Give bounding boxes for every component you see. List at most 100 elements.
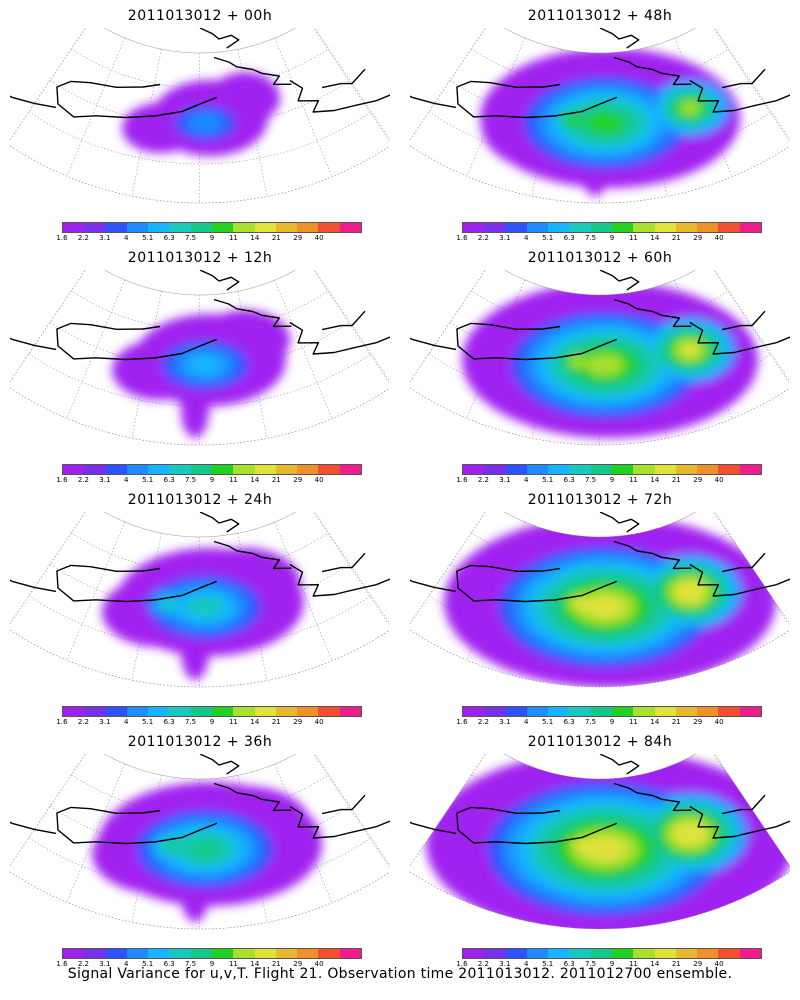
colorbar-swatch <box>718 707 740 716</box>
colorbar-label: 21 <box>671 476 681 484</box>
colorbar-label: 9 <box>609 476 615 484</box>
colorbar-label: 2.2 <box>477 718 489 726</box>
colorbar-swatch <box>169 707 191 716</box>
colorbar-label: 6.3 <box>563 476 575 484</box>
colorbar-swatch <box>169 223 191 232</box>
colorbar-labels: 1.6 2.2 3.1 4 5.1 6.3 7.5 9 11 14 21 29 40 <box>456 234 762 244</box>
colorbar-label: 14 <box>650 960 660 968</box>
variance-field <box>426 754 790 930</box>
colorbar-label: 5.1 <box>542 234 554 242</box>
colorbar-label: 7.5 <box>184 234 197 242</box>
colorbar-label: 1.6 <box>456 476 468 484</box>
colorbar-label: 7.5 <box>184 960 197 968</box>
colorbar-label: 29 <box>693 718 703 726</box>
colorbar-label: 29 <box>693 960 703 968</box>
colorbar-label: 4 <box>524 234 529 242</box>
colorbar-label: 4 <box>124 718 129 726</box>
colorbar-swatch <box>318 949 340 958</box>
colorbar-label: 9 <box>609 234 615 242</box>
colorbar-label: 1.6 <box>56 234 68 242</box>
colorbar-label: 3.1 <box>99 234 111 242</box>
colorbar-label: 40 <box>314 234 324 242</box>
colorbar-label: 21 <box>671 718 681 726</box>
colorbar-swatch <box>190 223 212 232</box>
colorbar-labels: 1.6 2.2 3.1 4 5.1 6.3 7.5 9 11 14 21 29 40 <box>56 476 362 486</box>
colorbar-swatch <box>505 223 527 232</box>
colorbar-label: 4 <box>524 718 529 726</box>
colorbar-label: 7.5 <box>584 718 597 726</box>
colorbar-label: 6.3 <box>563 718 575 726</box>
colorbar-swatch <box>654 707 676 716</box>
colorbar-swatch <box>463 949 485 958</box>
colorbar-label: 40 <box>714 234 724 242</box>
map-canvas <box>410 754 790 930</box>
colorbar-label: 2.2 <box>477 476 489 484</box>
colorbar-swatch <box>718 223 740 232</box>
colorbar-swatch <box>484 949 506 958</box>
colorbar-swatch <box>297 223 319 232</box>
colorbar-swatch <box>590 223 612 232</box>
colorbar-label: 5.1 <box>142 234 154 242</box>
colorbar-label: 6.3 <box>163 718 175 726</box>
map-panel-12h: 2011013012 + 12h 1.6 2.2 3.1 4 5.1 6.3 7.5 9 11 14… <box>0 242 400 484</box>
colorbar-swatch <box>233 223 255 232</box>
colorbar-swatch <box>254 223 276 232</box>
colorbar-swatch <box>126 465 149 474</box>
colorbar-swatch <box>697 949 719 958</box>
colorbar-label: 14 <box>650 476 660 484</box>
colorbar-labels: 1.6 2.2 3.1 4 5.1 6.3 7.5 9 11 14 21 29 40 <box>456 960 762 970</box>
colorbar-label: 40 <box>714 718 724 726</box>
colorbar-label: 9 <box>209 718 215 726</box>
panel-title: 2011013012 + 60h <box>527 250 673 266</box>
colorbar-swatch <box>105 949 127 958</box>
colorbar-swatch <box>718 465 740 474</box>
colorbar-label: 21 <box>671 960 681 968</box>
colorbar-label: 7.5 <box>584 234 597 242</box>
colorbar <box>462 706 762 717</box>
colorbar-label: 6.3 <box>163 960 175 968</box>
colorbar-swatch <box>526 707 549 716</box>
colorbar-label: 11 <box>628 234 638 242</box>
colorbar-label: 6.3 <box>563 234 575 242</box>
colorbar-label: 11 <box>228 718 238 726</box>
colorbar-swatch <box>633 707 655 716</box>
colorbar-labels: 1.6 2.2 3.1 4 5.1 6.3 7.5 9 11 14 21 29 40 <box>456 476 762 486</box>
colorbar-swatch <box>211 223 234 232</box>
colorbar-label: 9 <box>609 718 615 726</box>
colorbar <box>62 464 362 475</box>
colorbar-swatch <box>611 707 634 716</box>
colorbar-swatch <box>654 223 676 232</box>
variance-field <box>92 782 322 922</box>
colorbar-label: 21 <box>271 960 281 968</box>
colorbar-swatch <box>463 465 485 474</box>
colorbar-swatch <box>548 707 570 716</box>
colorbar-swatch <box>654 465 676 474</box>
colorbar-label: 40 <box>314 476 324 484</box>
variance-field <box>462 282 758 438</box>
colorbar-swatch <box>718 949 740 958</box>
colorbar-swatch <box>569 949 591 958</box>
colorbar-swatch <box>254 707 276 716</box>
colorbar-swatch <box>675 707 698 716</box>
colorbar-swatch <box>190 465 212 474</box>
colorbar-label: 3.1 <box>499 960 511 968</box>
colorbar-swatch <box>548 223 570 232</box>
colorbar-label: 9 <box>209 960 215 968</box>
colorbar-swatch <box>105 223 127 232</box>
colorbar-label: 29 <box>293 476 303 484</box>
map-panel-36h: 2011013012 + 36h 1.6 2.2 3.1 4 5.1 6.3 7.5 9 11 14… <box>0 726 400 968</box>
colorbar-swatch <box>339 707 361 716</box>
colorbar-swatch <box>590 465 612 474</box>
colorbar-swatch <box>339 465 361 474</box>
colorbar-swatch <box>148 223 170 232</box>
colorbar-labels: 1.6 2.2 3.1 4 5.1 6.3 7.5 9 11 14 21 29 40 <box>56 718 362 728</box>
colorbar-label: 29 <box>693 234 703 242</box>
colorbar-label: 6.3 <box>163 476 175 484</box>
colorbar-swatch <box>675 223 698 232</box>
colorbar-swatch <box>739 465 761 474</box>
colorbar-label: 5.1 <box>542 960 554 968</box>
colorbar-swatch <box>126 223 149 232</box>
colorbar-label: 2.2 <box>77 476 89 484</box>
colorbar-swatch <box>697 707 719 716</box>
colorbar-label: 2.2 <box>77 234 89 242</box>
